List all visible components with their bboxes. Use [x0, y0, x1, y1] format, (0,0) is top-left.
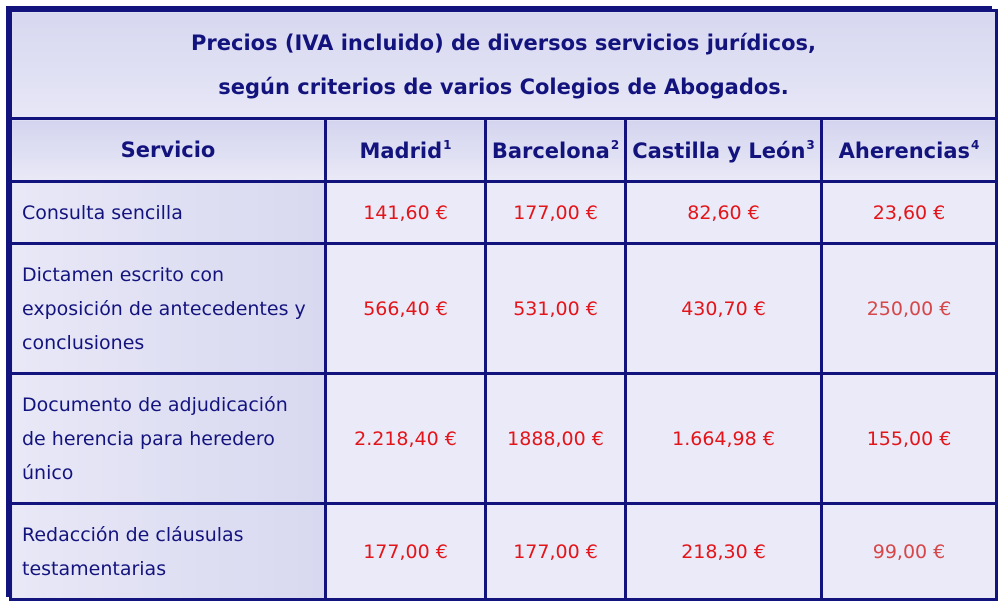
price-cell-castilla-y-leon: 1.664,98 € [624, 372, 823, 505]
price-table-container: Precios (IVA incluido) de diversos servi… [6, 6, 999, 601]
table-row: Redacción de cláusulas testamentarias 17… [9, 502, 999, 601]
column-header-madrid: Madrid1 [324, 117, 487, 183]
price-cell-castilla-y-leon: 218,30 € [624, 502, 823, 601]
column-header-barcelona: Barcelona2 [484, 117, 627, 183]
price-cell-barcelona: 531,00 € [484, 242, 627, 375]
column-header-servicio: Servicio [9, 117, 327, 183]
column-header-aherencias: Aherencias4 [819, 117, 999, 183]
header-row: Servicio Madrid1 Barcelona2 Castilla y L… [9, 117, 999, 183]
table-title-line-2: según criterios de varios Colegios de Ab… [218, 74, 789, 99]
table-title: Precios (IVA incluido) de diversos servi… [8, 9, 999, 120]
footnote-ref-3: 3 [806, 137, 815, 152]
footnote-ref-4: 4 [970, 137, 980, 152]
table-row: Consulta sencilla 141,60 € 177,00 € 82,6… [9, 180, 999, 245]
price-cell-madrid: 177,00 € [324, 502, 487, 601]
service-cell: Consulta sencilla [9, 180, 327, 245]
service-cell: Documento de adjudicación de herencia pa… [9, 372, 327, 505]
service-cell: Dictamen escrito con exposición de antec… [9, 242, 327, 375]
footnote-ref-1: 1 [443, 137, 452, 152]
column-header-castilla-y-leon: Castilla y León3 [624, 117, 823, 183]
price-cell-aherencias: 155,00 € [819, 372, 999, 505]
table-row: Documento de adjudicación de herencia pa… [9, 372, 999, 505]
price-cell-aherencias: 99,00 € [819, 502, 999, 601]
price-cell-madrid: 141,60 € [324, 180, 487, 245]
price-cell-castilla-y-leon: 82,60 € [624, 180, 823, 245]
price-cell-madrid: 566,40 € [324, 242, 487, 375]
price-cell-aherencias: 23,60 € [819, 180, 999, 245]
price-cell-castilla-y-leon: 430,70 € [624, 242, 823, 375]
price-cell-barcelona: 177,00 € [484, 180, 627, 245]
price-cell-aherencias: 250,00 € [819, 242, 999, 375]
price-table: Precios (IVA incluido) de diversos servi… [8, 9, 999, 601]
table-title-line-1: Precios (IVA incluido) de diversos servi… [191, 30, 817, 55]
footnote-ref-2: 2 [610, 137, 620, 152]
table-row: Dictamen escrito con exposición de antec… [9, 242, 999, 375]
price-cell-barcelona: 177,00 € [484, 502, 627, 601]
service-cell: Redacción de cláusulas testamentarias [9, 502, 327, 601]
price-cell-madrid: 2.218,40 € [324, 372, 487, 505]
price-cell-barcelona: 1888,00 € [484, 372, 627, 505]
